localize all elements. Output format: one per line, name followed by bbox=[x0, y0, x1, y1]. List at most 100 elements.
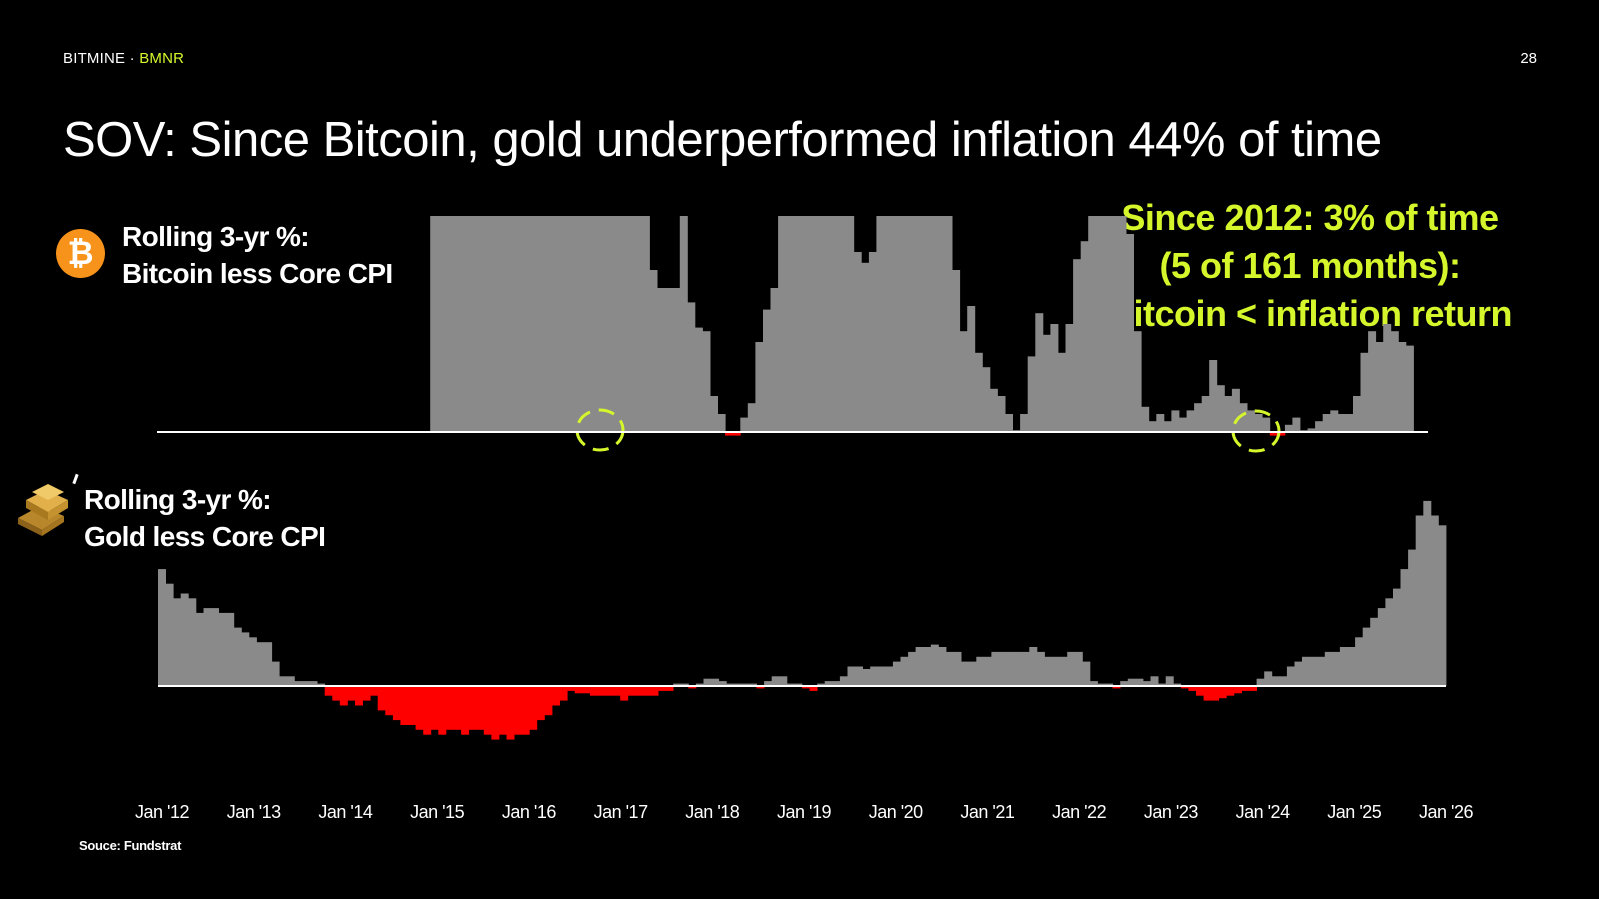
bitcoin-bar bbox=[982, 367, 991, 432]
gold-bar bbox=[377, 686, 386, 711]
gold-bars-icon bbox=[18, 484, 68, 536]
bitcoin-bar bbox=[740, 417, 749, 432]
bitcoin-bar bbox=[1368, 331, 1377, 432]
gold-bar bbox=[1112, 686, 1121, 689]
gold-bar bbox=[1029, 647, 1038, 686]
gold-bar bbox=[264, 642, 273, 686]
bitcoin-bar bbox=[1042, 334, 1051, 432]
gold-bar bbox=[1044, 656, 1053, 686]
gold-bar bbox=[961, 661, 970, 686]
gold-bar bbox=[1006, 651, 1015, 686]
gold-bar bbox=[673, 683, 682, 686]
x-tick-label: Jan '16 bbox=[502, 802, 556, 822]
bitcoin-bar bbox=[1020, 414, 1029, 432]
x-tick-label: Jan '25 bbox=[1327, 802, 1381, 822]
gold-bar bbox=[794, 683, 803, 686]
gold-bar bbox=[1089, 681, 1098, 686]
gold-bar bbox=[862, 669, 871, 686]
gold-bar bbox=[1014, 651, 1023, 686]
gold-bar bbox=[430, 686, 439, 730]
bitcoin-bar bbox=[853, 252, 862, 432]
gold-bar bbox=[385, 686, 394, 716]
gold-bar bbox=[915, 647, 924, 686]
x-tick-label: Jan '13 bbox=[227, 802, 281, 822]
x-tick-label: Jan '23 bbox=[1144, 802, 1198, 822]
gold-bar bbox=[877, 666, 886, 686]
bitcoin-bar bbox=[1262, 417, 1271, 432]
gold-bar bbox=[930, 644, 939, 686]
bitcoin-bar bbox=[831, 216, 839, 432]
gold-bar bbox=[756, 686, 765, 689]
gold-bar bbox=[195, 612, 204, 686]
gold-bar bbox=[733, 683, 742, 686]
bitcoin-bar bbox=[483, 216, 492, 432]
gold-bar bbox=[1393, 588, 1401, 686]
gold-bar bbox=[400, 686, 409, 725]
gold-bar bbox=[809, 686, 818, 691]
gold-bar bbox=[938, 647, 947, 686]
gold-bar bbox=[1173, 683, 1182, 686]
gold-bar bbox=[726, 683, 735, 686]
bitcoin-bar bbox=[649, 270, 658, 432]
x-tick-label: Jan '22 bbox=[1052, 802, 1106, 822]
bitcoin-bar bbox=[1027, 356, 1036, 432]
bitcoin-bar bbox=[1126, 234, 1134, 432]
gold-bar bbox=[476, 686, 485, 730]
gold-bar bbox=[589, 686, 598, 696]
gold-bar bbox=[1218, 686, 1227, 699]
bitcoin-bar bbox=[1103, 216, 1112, 432]
gold-bar bbox=[392, 686, 401, 721]
gold-bar bbox=[483, 686, 492, 735]
bitcoin-bar bbox=[1315, 421, 1324, 432]
bitcoin-bar bbox=[1284, 424, 1293, 432]
page-number: 28 bbox=[1520, 50, 1537, 67]
gold-bar bbox=[900, 656, 909, 686]
highlight-circle bbox=[575, 408, 625, 452]
gold-bar bbox=[1120, 681, 1129, 686]
gold-bar bbox=[847, 666, 856, 686]
gold-bar bbox=[1158, 683, 1167, 686]
brand-name: BITMINE bbox=[63, 50, 126, 67]
bitcoin-bar bbox=[498, 216, 507, 432]
bitcoin-bar bbox=[1345, 414, 1354, 432]
bitcoin-bar bbox=[1292, 417, 1301, 432]
gold-bar bbox=[892, 661, 901, 686]
gold-bar bbox=[695, 683, 704, 686]
x-tick-label: Jan '15 bbox=[410, 802, 464, 822]
gold-bar bbox=[438, 686, 447, 735]
bitcoin-bars bbox=[430, 216, 1414, 436]
gold-bar bbox=[1249, 686, 1257, 691]
gold-bars bbox=[158, 500, 1447, 740]
gold-bar bbox=[1074, 651, 1083, 686]
gold-bar bbox=[1324, 651, 1333, 686]
bitcoin-bar bbox=[1337, 414, 1346, 432]
bitcoin-bar bbox=[694, 327, 703, 432]
bitcoin-bar bbox=[1390, 331, 1399, 432]
bitcoin-bar bbox=[1194, 403, 1203, 432]
source-note: Souce: Fundstrat bbox=[79, 838, 182, 853]
bitcoin-bar bbox=[1201, 396, 1210, 432]
bitcoin-bar bbox=[815, 216, 824, 432]
bitcoin-bar bbox=[437, 216, 446, 432]
gold-bar bbox=[1105, 683, 1114, 686]
gold-bar bbox=[1127, 678, 1136, 686]
bitcoin-bar bbox=[596, 216, 605, 432]
gold-bar bbox=[749, 683, 757, 686]
bitcoin-bar bbox=[997, 396, 1006, 432]
gold-bar bbox=[597, 686, 606, 696]
gold-bar bbox=[817, 683, 826, 686]
gold-bar bbox=[370, 686, 379, 696]
bitcoin-bar bbox=[558, 216, 567, 432]
bitcoin-bar bbox=[460, 216, 469, 432]
bitcoin-label-line-2: Bitcoin less Core CPI bbox=[122, 258, 393, 289]
bitcoin-bar bbox=[1307, 428, 1316, 432]
gold-bar bbox=[1188, 686, 1197, 691]
gold-bar bbox=[627, 686, 636, 696]
gold-bar bbox=[521, 686, 530, 735]
gold-bar bbox=[1082, 661, 1091, 686]
bitcoin-bar bbox=[1322, 414, 1331, 432]
gold-bar bbox=[1233, 686, 1242, 694]
bitcoin-bar bbox=[967, 306, 976, 432]
gold-bar bbox=[339, 686, 348, 706]
gold-bar bbox=[347, 686, 356, 701]
